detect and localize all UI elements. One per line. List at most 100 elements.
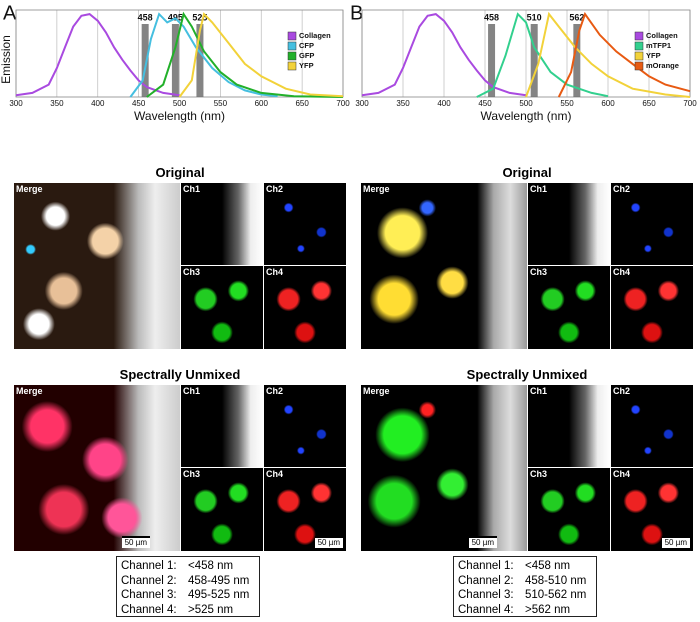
channel-label: Ch2 — [613, 386, 631, 396]
x-tick-label: 450 — [132, 99, 146, 108]
legend-label: mTFP1 — [646, 41, 671, 50]
spectrum-line — [557, 11, 691, 98]
row-title: Original — [502, 165, 552, 180]
channel-range: <458 nm — [525, 560, 571, 572]
x-tick-label: 350 — [50, 99, 64, 108]
filter-label: 458 — [138, 12, 153, 22]
channel-label: Ch1 — [183, 386, 201, 396]
legend-label: Collagen — [646, 31, 678, 40]
filter-band — [196, 24, 204, 97]
channel-range: 458-495 nm — [188, 574, 250, 587]
x-tick-label: 400 — [437, 99, 451, 108]
channel-label: Ch3 — [183, 469, 201, 479]
channel-name: Channel 4: — [121, 603, 177, 616]
x-tick-label: 450 — [478, 99, 492, 108]
channel-name: Channel 4: — [458, 603, 514, 616]
channel-range: 495-525 nm — [188, 589, 250, 601]
filter-label: 562 — [569, 12, 584, 22]
x-tick-label: 300 — [355, 99, 369, 108]
legend-label: CFP — [299, 41, 314, 50]
micrograph: Ch3 — [528, 468, 610, 551]
x-tick-label: 700 — [336, 99, 350, 108]
channel-label: Merge — [16, 184, 43, 194]
filter-band — [171, 24, 179, 97]
micrograph: Ch2 — [611, 183, 693, 265]
channel-label: Ch4 — [266, 469, 284, 479]
legend-swatch — [634, 61, 644, 71]
micrograph: Ch2 — [264, 385, 346, 467]
channel-label: Merge — [363, 184, 390, 194]
micrograph: Ch2 — [611, 385, 693, 467]
x-axis-label: Wavelength (nm) — [134, 109, 225, 123]
channel-range: <458 nm — [188, 560, 234, 572]
legend-swatch — [287, 41, 297, 51]
micrograph: Ch1 — [181, 385, 263, 467]
micrograph: Ch3 — [528, 266, 610, 349]
channel-label: Ch3 — [530, 469, 548, 479]
micrograph: Merge 50 µm — [361, 385, 527, 551]
scale-bar: 50 µm — [121, 536, 150, 548]
x-tick-label: 700 — [683, 99, 697, 108]
legend-swatch — [634, 41, 644, 51]
channel-range: 458-510 nm — [525, 574, 587, 587]
spectrum-line — [525, 11, 691, 98]
legend-swatch — [287, 61, 297, 71]
channel-name: Channel 2: — [458, 574, 514, 587]
channel-label: Ch1 — [530, 184, 548, 194]
legend-label: Collagen — [299, 31, 331, 40]
x-tick-label: 400 — [91, 99, 105, 108]
micrograph: Ch4 50 µm — [264, 468, 346, 551]
channel-name: Channel 2: — [121, 574, 177, 587]
filter-band — [530, 24, 538, 97]
legend-label: mOrange — [646, 61, 679, 70]
spectrum-line — [178, 12, 344, 98]
legend-label: YFP — [646, 51, 661, 60]
micrograph: Merge 50 µm — [14, 385, 180, 551]
channel-name: Channel 3: — [458, 589, 514, 601]
legend-label: GFP — [299, 51, 314, 60]
channel-name: Channel 1: — [458, 560, 514, 572]
x-tick-label: 600 — [255, 99, 269, 108]
legend-label: YFP — [299, 61, 314, 70]
channel-name: Channel 1: — [121, 560, 177, 572]
spectrum-line — [129, 12, 278, 98]
channel-label: Ch4 — [613, 267, 631, 277]
channel-box: Channel 1: <458 nm Channel 2: 458-510 nm Cha… — [453, 556, 597, 617]
channel-range: >562 nm — [525, 603, 571, 616]
row-title: Spectrally Unmixed — [119, 367, 241, 382]
channel-label: Merge — [363, 386, 390, 396]
spectrum-line — [146, 11, 344, 98]
panel-label: A — [3, 2, 17, 24]
spectrum-line — [361, 13, 527, 97]
row-title: Spectrally Unmixed — [466, 367, 588, 382]
micrograph: Ch4 — [264, 266, 346, 349]
x-tick-label: 300 — [9, 99, 23, 108]
micrograph: Ch4 — [611, 266, 693, 349]
channel-label: Ch3 — [183, 267, 201, 277]
scale-bar: 50 µm — [314, 536, 343, 548]
channel-box: Channel 1: <458 nm Channel 2: 458-495 nm Cha… — [116, 556, 260, 617]
channel-range: >525 nm — [188, 603, 234, 616]
micrograph: Merge — [14, 183, 180, 349]
micrograph: Ch3 — [181, 266, 263, 349]
channel-label: Ch4 — [613, 469, 631, 479]
x-tick-label: 550 — [214, 99, 228, 108]
x-tick-label: 650 — [642, 99, 656, 108]
filter-label: 525 — [192, 12, 207, 22]
filter-label: 510 — [527, 12, 542, 22]
x-tick-label: 600 — [601, 99, 615, 108]
panel-label: B — [350, 2, 363, 24]
channel-label: Ch2 — [266, 386, 284, 396]
channel-label: Ch1 — [183, 184, 201, 194]
legend-swatch — [634, 31, 644, 41]
filter-label: 458 — [484, 12, 499, 22]
filter-band — [573, 24, 581, 97]
x-tick-label: 500 — [173, 99, 187, 108]
filter-band — [141, 24, 149, 97]
legend-swatch — [287, 51, 297, 61]
spectrum-line — [476, 12, 609, 98]
micrograph: Ch1 — [181, 183, 263, 265]
scale-bar: 50 µm — [661, 536, 690, 548]
y-axis-label: Emission — [0, 35, 13, 84]
